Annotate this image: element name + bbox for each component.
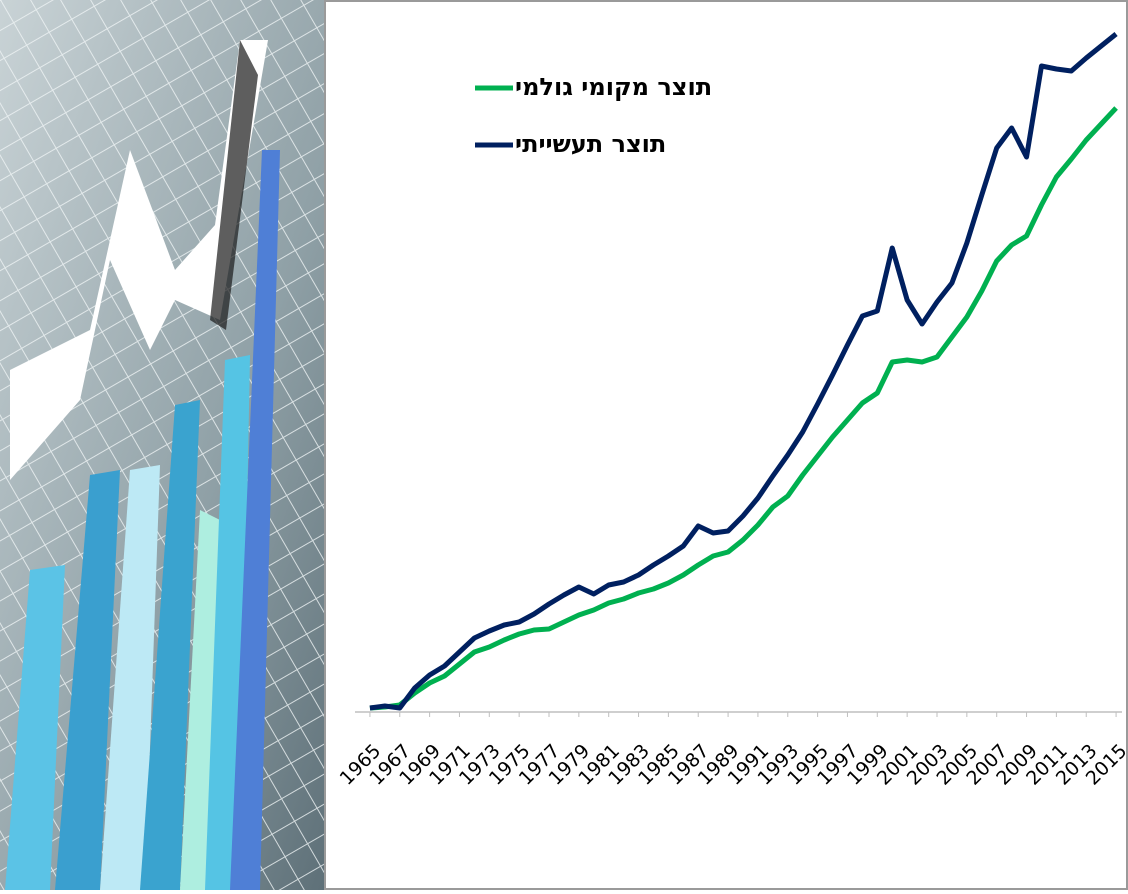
- legend-label: תוצר מקומי גולמי: [515, 73, 712, 101]
- series-line: [369, 106, 1118, 711]
- series-line: [369, 32, 1118, 711]
- decorative-image: [0, 0, 325, 890]
- chart-frame: [324, 0, 1128, 890]
- legend-label: תוצר תעשייתי: [515, 130, 666, 158]
